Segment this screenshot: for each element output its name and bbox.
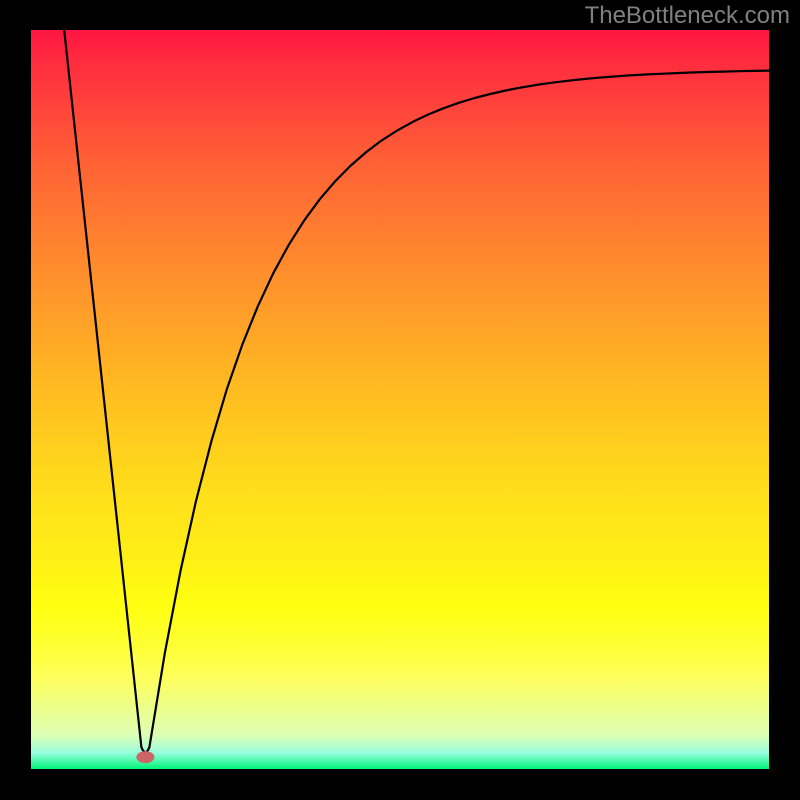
chart-container: TheBottleneck.com: [0, 0, 800, 800]
minimum-marker: [136, 751, 154, 763]
watermark-label: TheBottleneck.com: [585, 2, 790, 30]
plot-area: [31, 30, 769, 769]
gradient-background: [31, 30, 769, 769]
